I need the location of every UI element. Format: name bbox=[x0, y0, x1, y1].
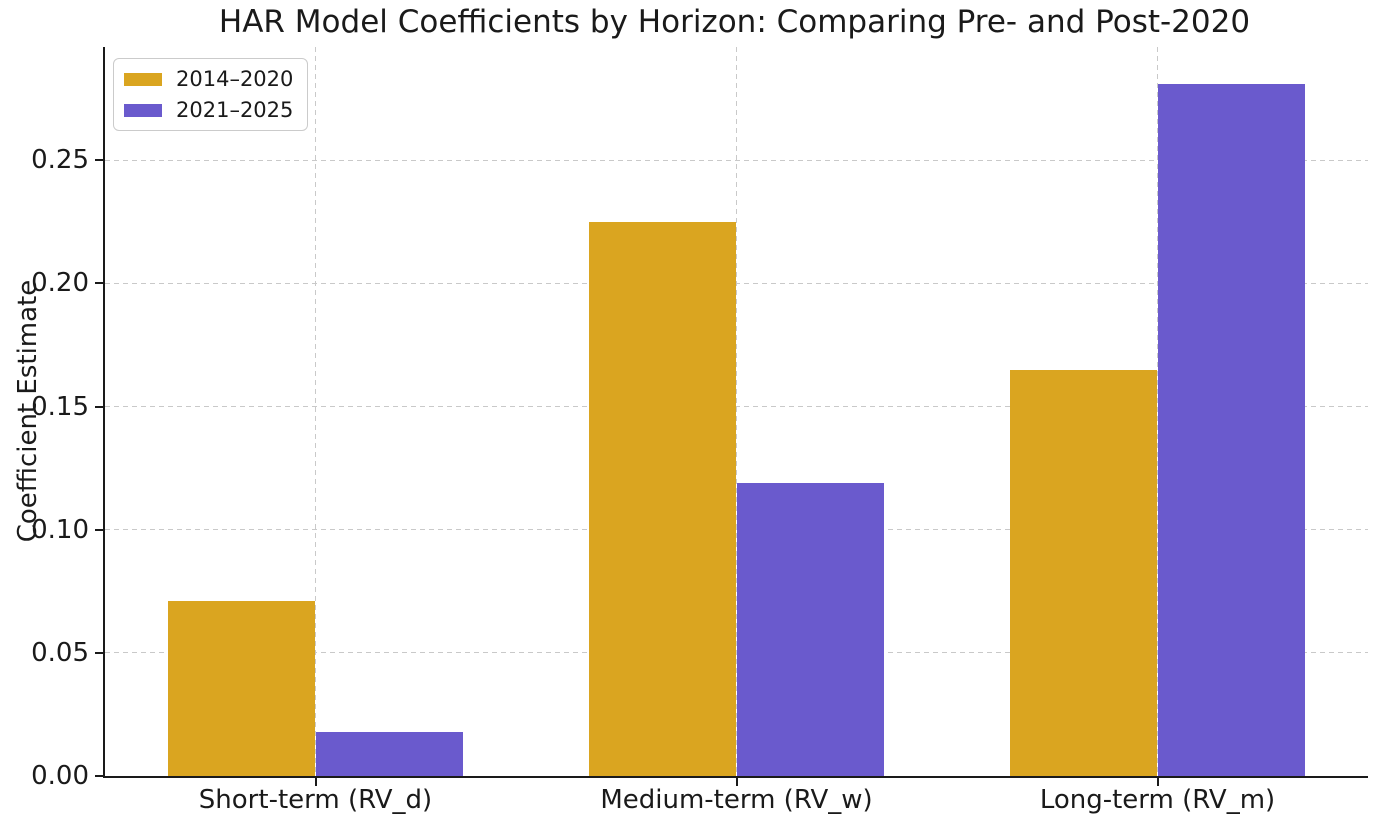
x-tick-label: Long-term (RV_m) bbox=[1039, 785, 1276, 815]
legend-swatch bbox=[124, 103, 162, 117]
y-tick bbox=[95, 651, 103, 654]
y-tick-label: 0.00 bbox=[31, 761, 89, 791]
plot-area: 0.00 0.05 0.10 0.15 0.20 0.25 Short-term (RV_d… bbox=[31, 47, 1368, 815]
y-tick-label: 0.15 bbox=[31, 391, 89, 422]
bar-s1-c2 bbox=[1157, 83, 1305, 776]
x-tick bbox=[1156, 778, 1159, 786]
legend-label: 2014–2020 bbox=[176, 67, 294, 91]
bar-s1-c1 bbox=[736, 482, 884, 776]
y-tick bbox=[95, 282, 103, 285]
chart-title: HAR Model Coefficients by Horizon: Compa… bbox=[218, 4, 1251, 40]
v-gridline bbox=[315, 47, 316, 776]
x-tick bbox=[314, 778, 317, 786]
y-tick-label: 0.25 bbox=[31, 145, 89, 176]
bar-s0-c2 bbox=[1010, 369, 1158, 776]
v-gridline bbox=[736, 47, 737, 776]
bar-s0-c0 bbox=[168, 601, 316, 776]
legend-swatch bbox=[124, 72, 162, 86]
legend-item: 2021–2025 bbox=[124, 98, 293, 122]
y-tick-label: 0.05 bbox=[31, 637, 89, 668]
legend-label: 2021–2025 bbox=[176, 98, 294, 122]
y-tick bbox=[95, 528, 103, 531]
y-tick bbox=[95, 159, 103, 162]
x-tick-label: Short-term (RV_d) bbox=[198, 785, 433, 815]
y-tick-label: 0.10 bbox=[31, 514, 89, 545]
y-tick-label: 0.20 bbox=[31, 268, 89, 299]
legend: 2014–2020 2021–2025 bbox=[113, 58, 309, 131]
x-tick bbox=[735, 778, 738, 786]
bar-s1-c0 bbox=[315, 731, 463, 776]
y-tick bbox=[95, 775, 103, 777]
bar-s0-c1 bbox=[589, 221, 737, 776]
x-tick-label: Medium-term (RV_w) bbox=[600, 785, 873, 815]
y-tick bbox=[95, 405, 103, 408]
legend-item: 2014–2020 bbox=[124, 67, 293, 91]
